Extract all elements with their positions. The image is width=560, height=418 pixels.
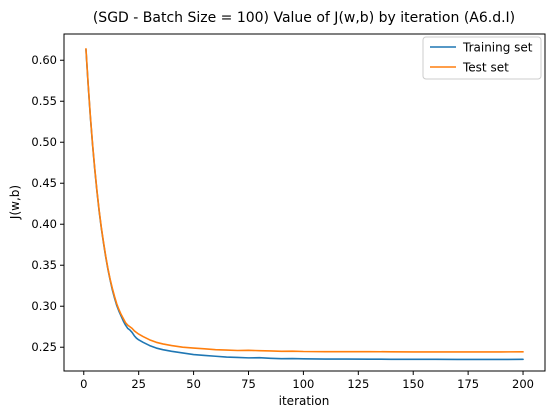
series-layer bbox=[85, 47, 524, 361]
x-tick-label: 50 bbox=[186, 377, 201, 391]
x-axis: 0 25 50 75 100 125 150 175 200 bbox=[80, 371, 534, 391]
plot-frame bbox=[63, 33, 546, 372]
x-tick-label: 0 bbox=[80, 377, 87, 391]
plot-area bbox=[63, 33, 546, 372]
x-tick-label: 175 bbox=[457, 377, 479, 391]
y-tick-label: 0.25 bbox=[31, 340, 57, 354]
y-tick-label: 0.45 bbox=[31, 176, 57, 190]
y-tick-label: 0.35 bbox=[31, 258, 57, 272]
series-line-training-set bbox=[85, 48, 524, 361]
y-axis: 0.25 0.30 0.35 0.40 0.45 0.50 0.55 0.60 bbox=[31, 53, 64, 354]
y-tick-label: 0.50 bbox=[31, 135, 57, 149]
y-tick-label: 0.30 bbox=[31, 299, 57, 313]
legend: Training set Test set bbox=[422, 36, 542, 80]
x-axis-label: iteration bbox=[279, 394, 330, 408]
y-tick-label: 0.55 bbox=[31, 94, 57, 108]
y-tick-label: 0.60 bbox=[31, 53, 57, 67]
x-tick-label: 25 bbox=[131, 377, 146, 391]
y-tick-label: 0.40 bbox=[31, 217, 57, 231]
x-tick-label: 75 bbox=[241, 377, 256, 391]
x-tick-label: 100 bbox=[292, 377, 314, 391]
series-line-test-set bbox=[85, 47, 524, 353]
x-tick-label: 200 bbox=[512, 377, 534, 391]
chart-title: (SGD - Batch Size = 100) Value of J(w,b)… bbox=[93, 10, 515, 26]
y-axis-label: J(w,b) bbox=[8, 185, 22, 220]
x-tick-label: 150 bbox=[402, 377, 424, 391]
x-tick-label: 125 bbox=[347, 377, 369, 391]
legend-label-training: Training set bbox=[462, 41, 533, 55]
legend-label-test: Test set bbox=[462, 61, 509, 75]
